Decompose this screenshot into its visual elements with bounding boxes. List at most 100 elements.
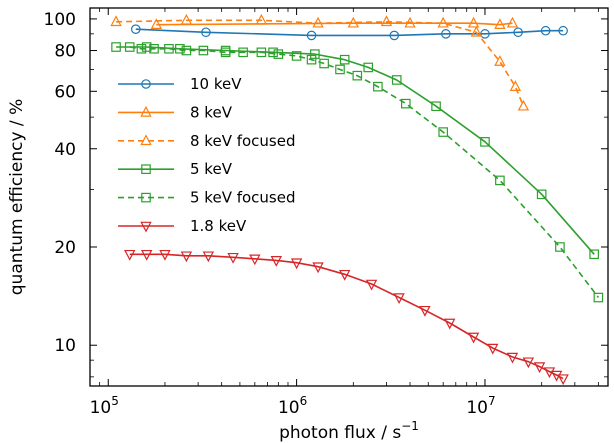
data-point-10-kev	[558, 25, 568, 36]
data-point-1-8-kev	[419, 305, 431, 317]
data-point-5-kev	[111, 42, 121, 52]
data-point-5-kev-focused	[164, 43, 174, 54]
y-tick-label: 80	[54, 42, 76, 62]
legend-marker	[141, 192, 151, 203]
data-point-1-8-kev	[338, 269, 351, 281]
data-point-1-8-kev	[444, 318, 456, 330]
legend-label: 10 keV	[190, 75, 242, 93]
data-point-5-kev-focused	[291, 51, 302, 61]
data-point-8-kev-focused	[517, 99, 530, 111]
series-10-kev	[130, 24, 568, 41]
data-point-5-kev-focused	[181, 45, 192, 56]
data-point-5-kev	[339, 54, 350, 65]
data-point-5-kev	[175, 43, 185, 54]
data-point-1-8-kev	[393, 293, 405, 305]
legend-label: 5 keV	[190, 160, 233, 178]
data-point-1-8-kev	[533, 362, 546, 374]
legend-label: 1.8 keV	[190, 217, 247, 235]
data-point-8-kev-focused	[509, 80, 522, 91]
data-point-1-8-kev	[270, 256, 282, 267]
series-8-kev-focused	[110, 13, 530, 111]
data-point-5-kev	[480, 137, 490, 147]
data-point-5-kev	[391, 75, 402, 85]
legend-marker	[140, 221, 152, 233]
data-point-5-kev-focused	[220, 47, 231, 58]
series-line-10-kev	[135, 28, 564, 37]
data-point-5-kev-focused	[256, 47, 267, 58]
data-point-5-kev	[536, 189, 547, 200]
x-tick-label: 105	[90, 394, 119, 418]
data-point-5-kev-focused	[438, 127, 448, 137]
y-tick-label: 10	[54, 336, 76, 356]
series-layer	[110, 13, 604, 386]
data-point-5-kev	[589, 249, 599, 260]
data-point-10-kev	[130, 24, 141, 34]
data-point-5-kev-focused	[319, 58, 329, 69]
legend-label: 5 keV focused	[190, 189, 296, 207]
series-line-8-kev	[156, 22, 513, 26]
data-point-1-8-kev	[365, 279, 378, 291]
data-point-5-kev-focused	[198, 45, 209, 56]
series-1-8-kev	[124, 249, 569, 386]
data-point-1-8-kev	[141, 249, 153, 261]
data-point-5-kev-focused	[373, 81, 383, 92]
legend-marker	[140, 105, 152, 117]
data-point-5-kev-focused	[401, 98, 411, 109]
data-point-8-kev	[506, 16, 519, 28]
data-point-1-8-kev	[557, 374, 569, 386]
data-point-1-8-kev	[312, 262, 324, 274]
data-point-5-kev-focused	[555, 242, 565, 252]
data-point-8-kev-focused	[437, 16, 449, 28]
data-point-1-8-kev	[522, 357, 535, 369]
legend-item-5-kev: 5 keV	[118, 160, 233, 178]
data-point-8-kev	[467, 16, 480, 28]
legend-item-10-kev: 10 keV	[118, 75, 242, 93]
data-point-8-kev-focused	[312, 16, 324, 28]
data-point-1-8-kev	[124, 249, 136, 261]
data-point-8-kev-focused	[380, 15, 393, 27]
data-point-10-kev	[306, 30, 317, 41]
series-5-kev-focused	[124, 42, 604, 303]
data-point-10-kev	[441, 29, 451, 39]
x-axis-label-text: photon flux / s	[279, 423, 401, 443]
data-point-8-kev-focused	[255, 13, 268, 25]
x-axis-label: photon flux / s−1	[279, 419, 419, 443]
data-point-5-kev	[363, 62, 374, 73]
x-tick-label-base: 10	[278, 398, 300, 418]
x-tick-label-exponent: 6	[300, 394, 308, 408]
data-point-1-8-kev	[467, 332, 480, 344]
data-point-10-kev	[540, 25, 551, 36]
data-point-5-kev	[141, 42, 152, 52]
data-point-5-kev	[268, 47, 278, 58]
x-tick-label: 106	[278, 394, 307, 418]
series-line-5-kev	[116, 46, 595, 255]
series-5-kev	[111, 42, 599, 260]
data-point-1-8-kev	[227, 252, 239, 264]
y-axis-label: quantum efficiency / %	[7, 99, 27, 295]
x-tick-label-base: 10	[466, 398, 488, 418]
data-point-5-kev-focused	[238, 47, 248, 58]
x-tick-label: 107	[466, 394, 495, 418]
series-line-8-kev-focused	[116, 19, 525, 107]
plot-frame	[89, 7, 609, 387]
data-point-1-8-kev	[506, 352, 519, 364]
data-point-5-kev-focused	[495, 175, 505, 186]
data-point-5-kev-focused	[306, 54, 317, 65]
data-point-1-8-kev	[159, 249, 171, 261]
data-point-8-kev-focused	[494, 55, 506, 66]
data-point-5-kev-focused	[124, 42, 135, 52]
data-point-10-kev	[513, 27, 523, 38]
data-point-1-8-kev	[249, 254, 261, 266]
data-point-5-kev-focused	[273, 49, 284, 59]
data-point-1-8-kev	[202, 251, 215, 263]
data-point-5-kev	[431, 101, 441, 112]
legend-item-1-8-kev: 1.8 keV	[118, 217, 247, 235]
data-point-10-kev	[201, 27, 211, 38]
y-tick-label: 20	[54, 238, 76, 258]
data-point-8-kev-focused	[180, 13, 193, 25]
y-tick-label: 60	[54, 82, 76, 102]
x-tick-label-base: 10	[90, 398, 112, 418]
legend-marker	[141, 79, 151, 89]
data-point-5-kev-focused	[352, 70, 363, 81]
